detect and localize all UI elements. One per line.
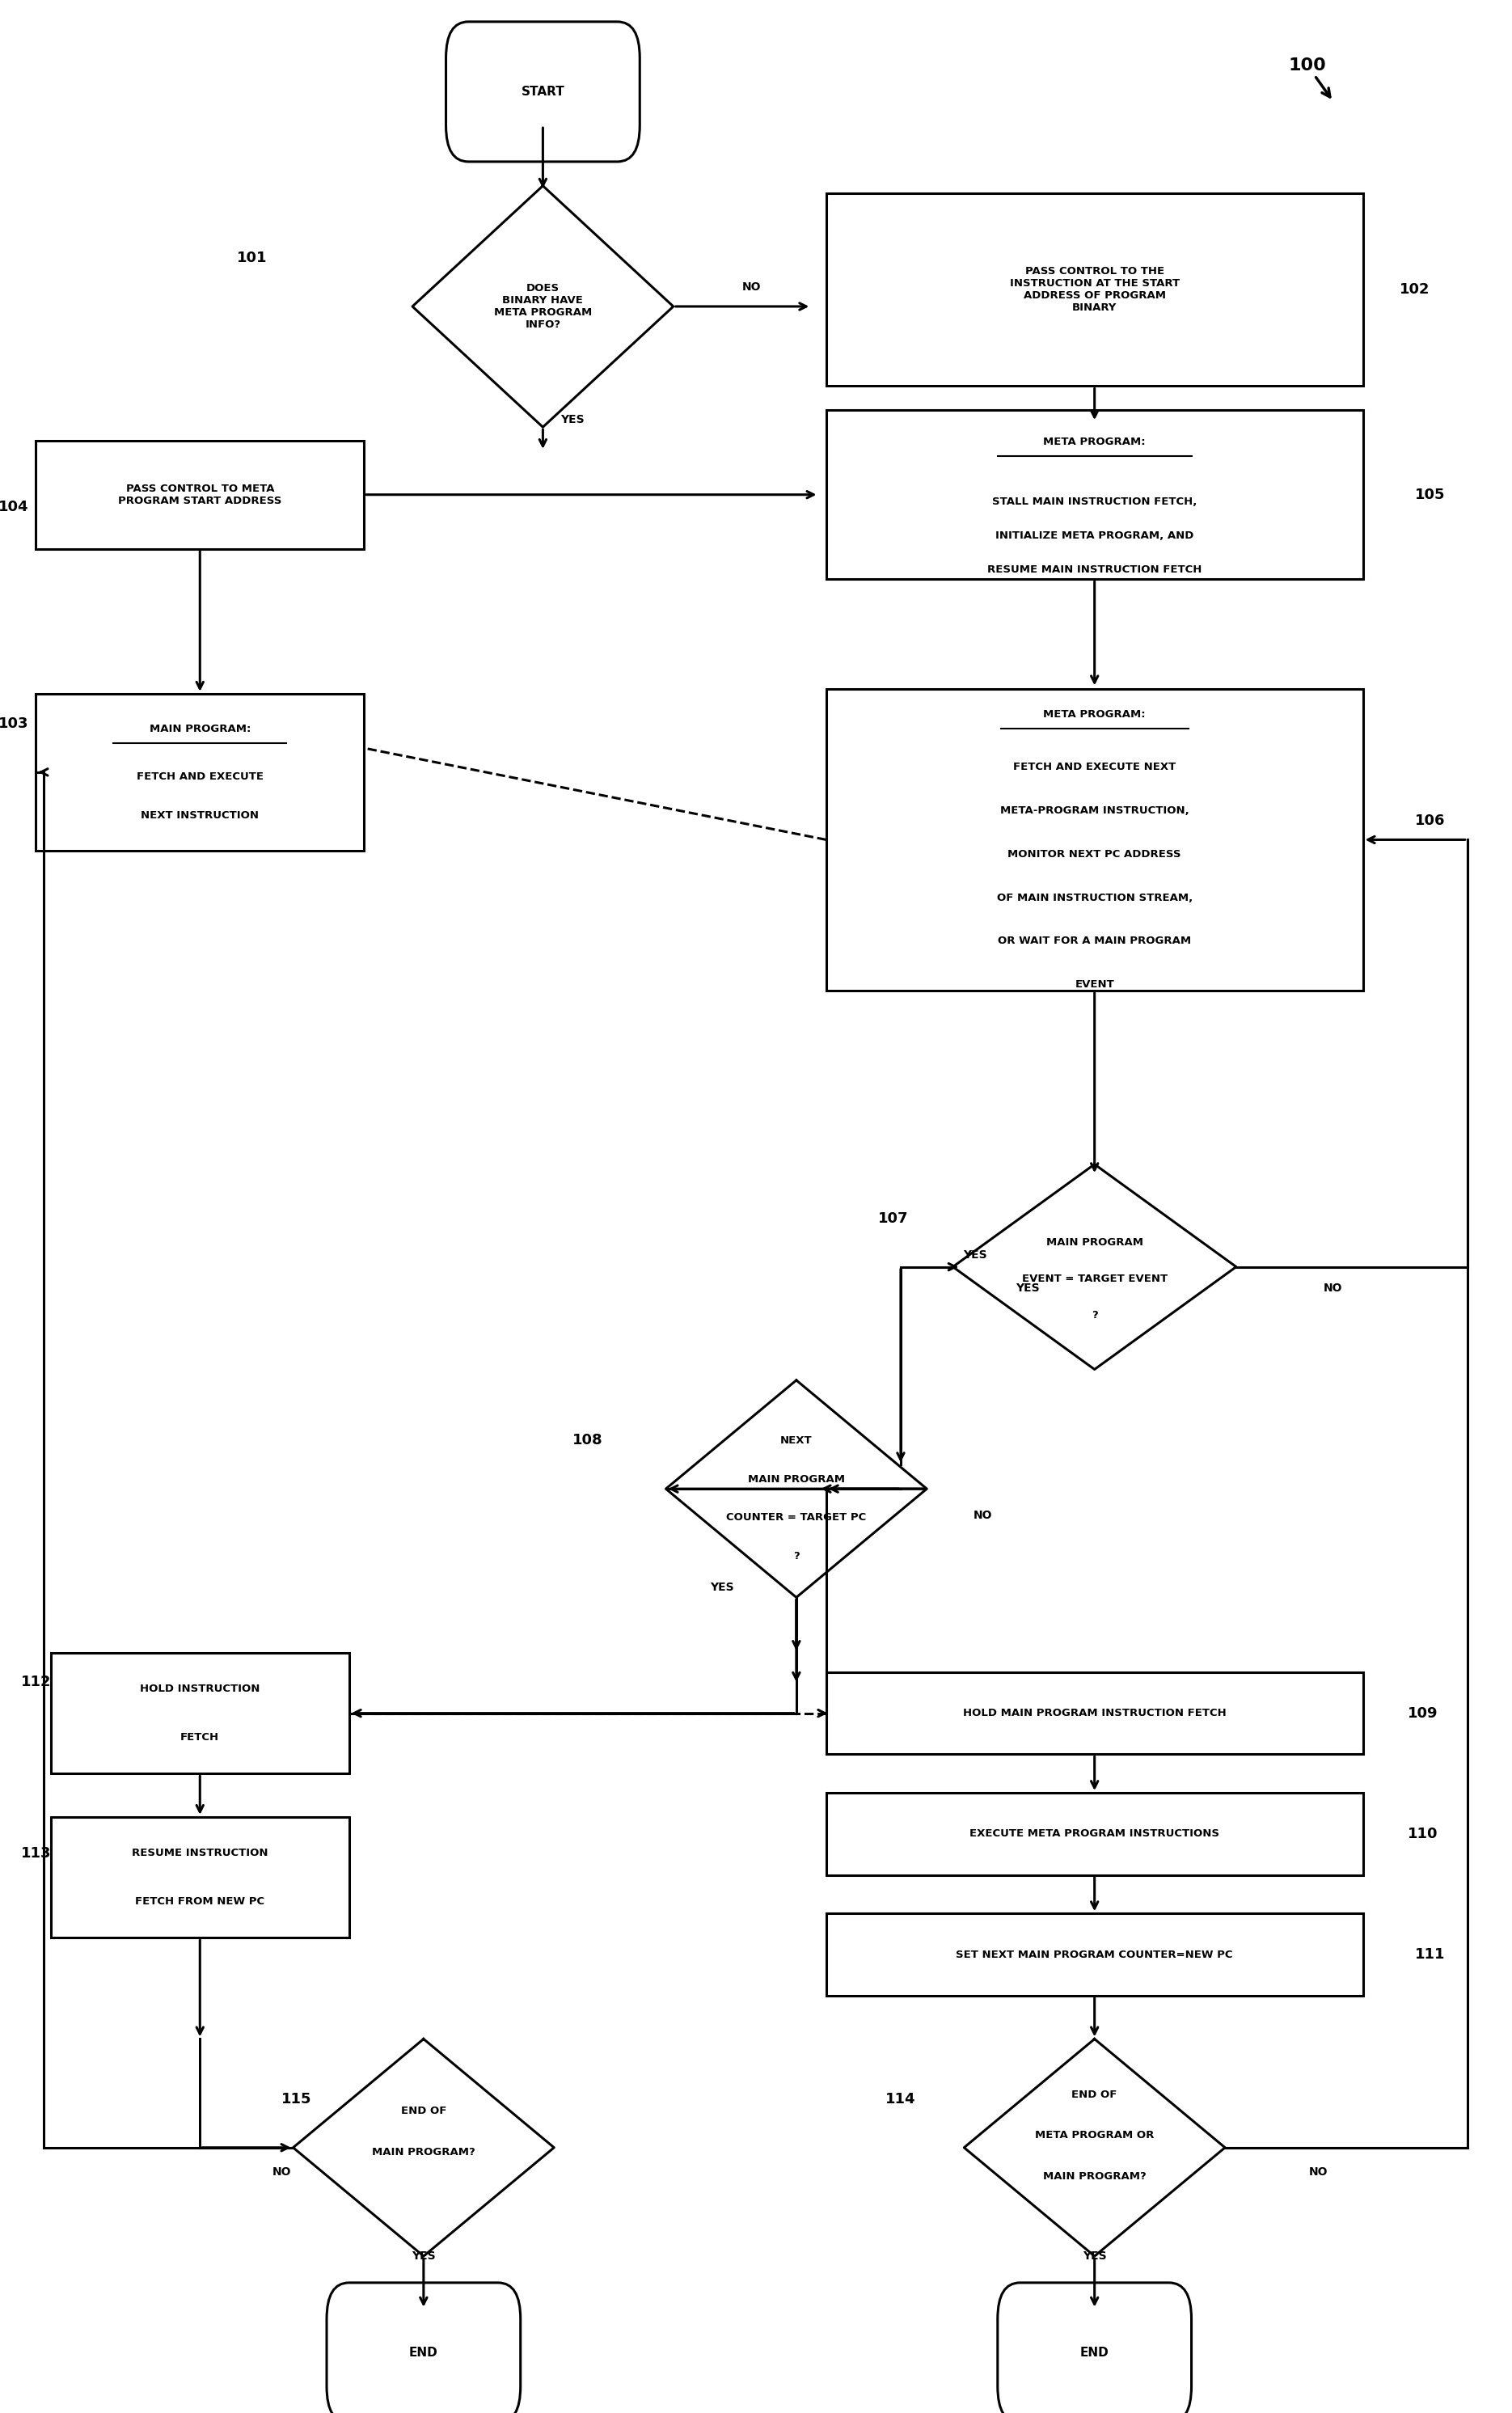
Text: HOLD MAIN PROGRAM INSTRUCTION FETCH: HOLD MAIN PROGRAM INSTRUCTION FETCH <box>963 1708 1226 1718</box>
FancyBboxPatch shape <box>51 1653 349 1774</box>
Text: 103: 103 <box>0 717 29 731</box>
FancyBboxPatch shape <box>826 1914 1362 1996</box>
Text: NO: NO <box>272 2167 292 2177</box>
Text: NO: NO <box>974 1511 992 1520</box>
FancyBboxPatch shape <box>826 1672 1362 1754</box>
FancyBboxPatch shape <box>446 22 640 162</box>
Text: 100: 100 <box>1288 58 1331 97</box>
Text: FETCH: FETCH <box>180 1733 219 1742</box>
Text: FETCH AND EXECUTE NEXT: FETCH AND EXECUTE NEXT <box>1013 763 1176 772</box>
Text: OR WAIT FOR A MAIN PROGRAM: OR WAIT FOR A MAIN PROGRAM <box>998 936 1191 946</box>
Text: NO: NO <box>1309 2167 1328 2177</box>
Text: MAIN PROGRAM?: MAIN PROGRAM? <box>372 2148 475 2157</box>
Text: YES: YES <box>1016 1284 1039 1293</box>
Text: INITIALIZE META PROGRAM, AND: INITIALIZE META PROGRAM, AND <box>995 531 1194 541</box>
FancyBboxPatch shape <box>327 2283 520 2413</box>
Text: DOES
BINARY HAVE
META PROGRAM
INFO?: DOES BINARY HAVE META PROGRAM INFO? <box>494 282 591 331</box>
Text: FETCH FROM NEW PC: FETCH FROM NEW PC <box>135 1897 265 1906</box>
Text: YES: YES <box>963 1250 987 1260</box>
Text: 111: 111 <box>1415 1947 1445 1962</box>
Text: 105: 105 <box>1415 487 1445 502</box>
Text: ?: ? <box>1092 1310 1098 1320</box>
Text: END OF: END OF <box>1072 2090 1117 2099</box>
Text: 113: 113 <box>21 1846 51 1860</box>
FancyBboxPatch shape <box>36 439 364 548</box>
Text: RESUME INSTRUCTION: RESUME INSTRUCTION <box>132 1848 268 1858</box>
Text: 114: 114 <box>886 2092 916 2107</box>
FancyBboxPatch shape <box>51 1817 349 1938</box>
Text: YES: YES <box>411 2251 435 2261</box>
FancyBboxPatch shape <box>36 693 364 849</box>
Text: PASS CONTROL TO THE
INSTRUCTION AT THE START
ADDRESS OF PROGRAM
BINARY: PASS CONTROL TO THE INSTRUCTION AT THE S… <box>1010 265 1179 314</box>
Text: META-PROGRAM INSTRUCTION,: META-PROGRAM INSTRUCTION, <box>999 806 1188 816</box>
Text: 115: 115 <box>281 2092 311 2107</box>
Text: MAIN PROGRAM: MAIN PROGRAM <box>748 1474 845 1484</box>
Text: MONITOR NEXT PC ADDRESS: MONITOR NEXT PC ADDRESS <box>1009 849 1181 859</box>
Text: 101: 101 <box>237 251 268 265</box>
Text: HOLD INSTRUCTION: HOLD INSTRUCTION <box>141 1684 260 1694</box>
Text: YES: YES <box>709 1583 733 1593</box>
Text: EXECUTE META PROGRAM INSTRUCTIONS: EXECUTE META PROGRAM INSTRUCTIONS <box>969 1829 1220 1839</box>
Text: NO: NO <box>1323 1284 1343 1293</box>
Text: 107: 107 <box>878 1211 909 1226</box>
Text: 109: 109 <box>1408 1706 1438 1720</box>
FancyBboxPatch shape <box>826 1793 1362 1875</box>
Text: END: END <box>410 2345 438 2360</box>
Text: STALL MAIN INSTRUCTION FETCH,: STALL MAIN INSTRUCTION FETCH, <box>992 497 1198 507</box>
FancyBboxPatch shape <box>998 2283 1191 2413</box>
Text: META PROGRAM:: META PROGRAM: <box>1043 709 1146 719</box>
Text: MAIN PROGRAM?: MAIN PROGRAM? <box>1043 2172 1146 2181</box>
Text: META PROGRAM OR: META PROGRAM OR <box>1034 2131 1154 2140</box>
Text: 106: 106 <box>1415 813 1445 828</box>
Text: ?: ? <box>794 1552 800 1561</box>
Text: YES: YES <box>561 415 585 425</box>
Text: MAIN PROGRAM:: MAIN PROGRAM: <box>150 724 251 734</box>
Text: META PROGRAM:: META PROGRAM: <box>1043 437 1146 446</box>
Text: NO: NO <box>742 282 761 292</box>
Text: 110: 110 <box>1408 1827 1438 1841</box>
FancyBboxPatch shape <box>826 410 1362 579</box>
Text: START: START <box>522 84 564 99</box>
Text: END: END <box>1080 2345 1108 2360</box>
Text: NEXT: NEXT <box>780 1436 812 1445</box>
Text: EVENT: EVENT <box>1075 980 1114 989</box>
Text: MAIN PROGRAM: MAIN PROGRAM <box>1046 1238 1143 1248</box>
Text: COUNTER = TARGET PC: COUNTER = TARGET PC <box>726 1513 866 1523</box>
Text: 108: 108 <box>573 1433 603 1448</box>
FancyBboxPatch shape <box>826 193 1362 386</box>
Text: 112: 112 <box>21 1675 51 1689</box>
Text: FETCH AND EXECUTE: FETCH AND EXECUTE <box>136 772 263 782</box>
Text: PASS CONTROL TO META
PROGRAM START ADDRESS: PASS CONTROL TO META PROGRAM START ADDRE… <box>118 483 281 507</box>
Text: NEXT INSTRUCTION: NEXT INSTRUCTION <box>141 811 259 820</box>
Text: END OF: END OF <box>401 2107 446 2116</box>
Text: 102: 102 <box>1400 282 1430 297</box>
Text: RESUME MAIN INSTRUCTION FETCH: RESUME MAIN INSTRUCTION FETCH <box>987 565 1202 574</box>
Text: 104: 104 <box>0 499 29 514</box>
Text: YES: YES <box>1083 2251 1107 2261</box>
Text: OF MAIN INSTRUCTION STREAM,: OF MAIN INSTRUCTION STREAM, <box>996 893 1193 902</box>
FancyBboxPatch shape <box>826 688 1362 989</box>
Text: EVENT = TARGET EVENT: EVENT = TARGET EVENT <box>1022 1274 1167 1284</box>
Text: SET NEXT MAIN PROGRAM COUNTER=NEW PC: SET NEXT MAIN PROGRAM COUNTER=NEW PC <box>956 1950 1232 1959</box>
